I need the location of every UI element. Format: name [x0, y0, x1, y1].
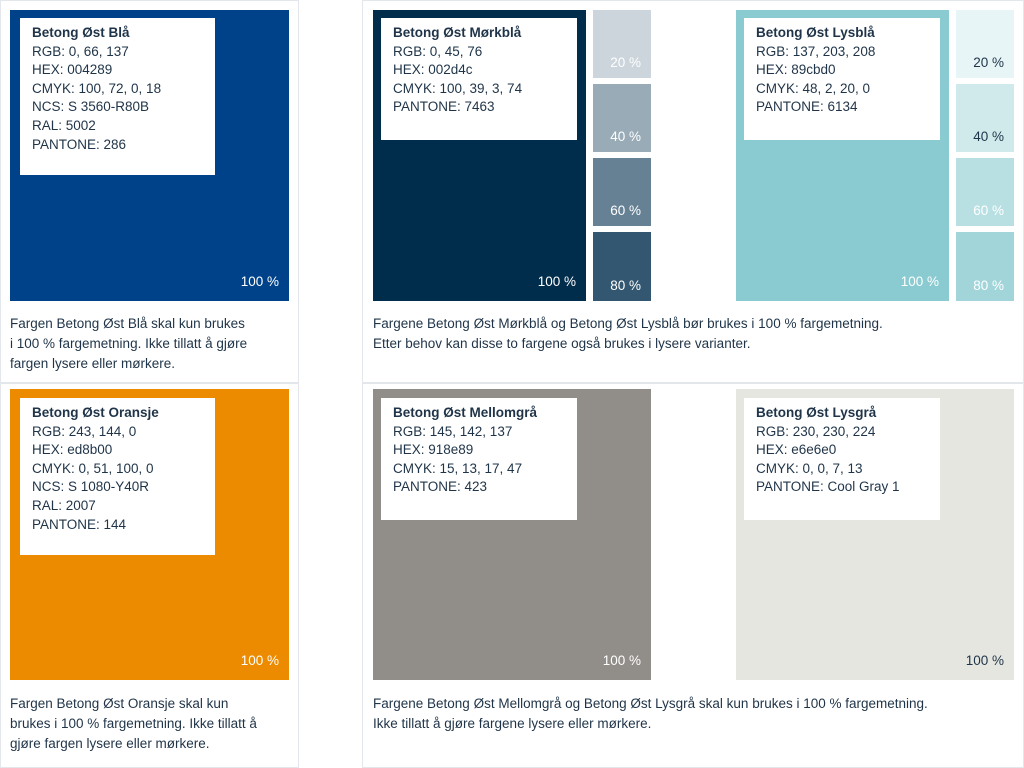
percent-label: 100 %: [602, 653, 641, 668]
color-name: Betong Øst Blå: [32, 25, 130, 40]
ncs-value: NCS: S 3560-R80B: [32, 99, 150, 115]
description-line: Ikke tillatt å gjøre fargene lysere elle…: [373, 716, 652, 731]
description-line: gjøre fargen lysere eller mørkere.: [10, 736, 210, 751]
description-line: brukes i 100 % fargemetning. Ikke tillat…: [10, 716, 257, 731]
color-info-card: Betong Øst Lysblå RGB: 137, 203, 208 HEX…: [744, 18, 940, 140]
percent-label: 40 %: [610, 129, 641, 144]
swatch-lysgraa: Betong Øst Lysgrå RGB: 230, 230, 224 HEX…: [736, 389, 1014, 680]
percent-label: 100 %: [240, 653, 279, 668]
hex-value: HEX: e6e6e0: [756, 442, 837, 458]
hex-value: HEX: 918e89: [393, 442, 474, 458]
swatch-lysblaa: Betong Øst Lysblå RGB: 137, 203, 208 HEX…: [736, 10, 949, 301]
swatch-blaa: Betong Øst Blå RGB: 0, 66, 137 HEX: 0042…: [10, 10, 289, 301]
percent-label: 100 %: [900, 274, 939, 289]
tint-morkblaa-40: 40 %: [593, 84, 651, 152]
pantone-value: PANTONE: 286: [32, 136, 127, 152]
percent-label: 100 %: [240, 274, 279, 289]
description-line: fargen lysere eller mørkere.: [10, 356, 176, 371]
color-name: Betong Øst Mørkblå: [393, 25, 522, 40]
color-info-card: Betong Øst Oransje RGB: 243, 144, 0 HEX:…: [20, 398, 215, 555]
tint-lysblaa-60: 60 %: [956, 158, 1014, 226]
description-line: Fargen Betong Øst Oransje skal kun: [10, 696, 229, 711]
description-graa-group: Fargene Betong Øst Mellomgrå og Betong Ø…: [373, 694, 928, 734]
tint-lysblaa-80: 80 %: [956, 232, 1014, 301]
color-name: Betong Øst Lysgrå: [756, 405, 877, 420]
description-line: Fargene Betong Øst Mellomgrå og Betong Ø…: [373, 696, 928, 711]
swatch-mellomgraa: Betong Øst Mellomgrå RGB: 145, 142, 137 …: [373, 389, 651, 680]
tint-lysblaa-40: 40 %: [956, 84, 1014, 152]
hex-value: HEX: 002d4c: [393, 62, 473, 78]
cmyk-value: CMYK: 0, 51, 100, 0: [32, 460, 154, 476]
tint-lysblaa-20: 20 %: [956, 10, 1014, 78]
rgb-value: RGB: 145, 142, 137: [393, 423, 513, 439]
pantone-value: PANTONE: 423: [393, 479, 488, 495]
swatch-morkblaa: Betong Øst Mørkblå RGB: 0, 45, 76 HEX: 0…: [373, 10, 586, 301]
description-blaa-group: Fargene Betong Øst Mørkblå og Betong Øst…: [373, 314, 883, 354]
cmyk-value: CMYK: 15, 13, 17, 47: [393, 460, 523, 476]
percent-label: 20 %: [610, 55, 641, 70]
description-blaa: Fargen Betong Øst Blå skal kun brukes i …: [10, 314, 247, 374]
percent-label: 60 %: [973, 203, 1004, 218]
color-info-card: Betong Øst Blå RGB: 0, 66, 137 HEX: 0042…: [20, 18, 215, 175]
percent-label: 100 %: [537, 274, 576, 289]
hex-value: HEX: ed8b00: [32, 442, 113, 458]
color-name: Betong Øst Mellomgrå: [393, 405, 538, 420]
color-info-card: Betong Øst Mørkblå RGB: 0, 45, 76 HEX: 0…: [381, 18, 577, 140]
percent-label: 40 %: [973, 129, 1004, 144]
rgb-value: RGB: 0, 45, 76: [393, 43, 483, 59]
pantone-value: PANTONE: 144: [32, 516, 127, 532]
description-line: i 100 % fargemetning. Ikke tillatt å gjø…: [10, 336, 248, 351]
rgb-value: RGB: 137, 203, 208: [756, 43, 876, 59]
ral-value: RAL: 5002: [32, 117, 96, 133]
rgb-value: RGB: 230, 230, 224: [756, 423, 876, 439]
description-line: Fargen Betong Øst Blå skal kun brukes: [10, 316, 245, 331]
hex-value: HEX: 89cbd0: [756, 62, 836, 78]
pantone-value: PANTONE: Cool Gray 1: [756, 479, 900, 495]
percent-label: 60 %: [610, 203, 641, 218]
pantone-value: PANTONE: 7463: [393, 99, 495, 115]
tint-morkblaa-80: 80 %: [593, 232, 651, 301]
hex-value: HEX: 004289: [32, 62, 113, 78]
description-oransje: Fargen Betong Øst Oransje skal kun bruke…: [10, 694, 257, 754]
rgb-value: RGB: 243, 144, 0: [32, 423, 137, 439]
percent-label: 100 %: [965, 653, 1004, 668]
cmyk-value: CMYK: 48, 2, 20, 0: [756, 80, 871, 96]
color-name: Betong Øst Lysblå: [756, 25, 875, 40]
color-info-card: Betong Øst Mellomgrå RGB: 145, 142, 137 …: [381, 398, 577, 520]
percent-label: 80 %: [610, 278, 641, 293]
cmyk-value: CMYK: 100, 39, 3, 74: [393, 80, 523, 96]
cmyk-value: CMYK: 0, 0, 7, 13: [756, 460, 863, 476]
percent-label: 80 %: [973, 278, 1004, 293]
tint-morkblaa-20: 20 %: [593, 10, 651, 78]
description-line: Etter behov kan disse to fargene også br…: [373, 336, 751, 351]
ral-value: RAL: 2007: [32, 497, 96, 513]
color-info-card: Betong Øst Lysgrå RGB: 230, 230, 224 HEX…: [744, 398, 940, 520]
cmyk-value: CMYK: 100, 72, 0, 18: [32, 80, 162, 96]
pantone-value: PANTONE: 6134: [756, 99, 858, 115]
color-name: Betong Øst Oransje: [32, 405, 159, 420]
ncs-value: NCS: S 1080-Y40R: [32, 479, 150, 495]
description-line: Fargene Betong Øst Mørkblå og Betong Øst…: [373, 316, 883, 331]
rgb-value: RGB: 0, 66, 137: [32, 43, 129, 59]
tint-morkblaa-60: 60 %: [593, 158, 651, 226]
swatch-oransje: Betong Øst Oransje RGB: 243, 144, 0 HEX:…: [10, 389, 289, 680]
percent-label: 20 %: [973, 55, 1004, 70]
